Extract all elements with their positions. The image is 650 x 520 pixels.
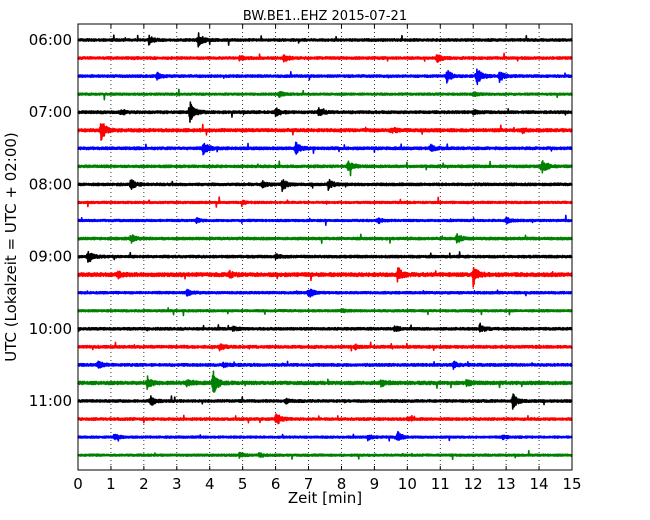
trace-1000	[77, 322, 573, 333]
trace-1130	[77, 430, 573, 442]
y-tick-label: 08:00	[29, 175, 72, 193]
y-tick-label: 06:00	[29, 31, 72, 49]
chart-title: BW.BE1..EHZ 2015-07-21	[243, 9, 407, 24]
trace-0645	[77, 88, 573, 101]
trace-1030	[77, 360, 573, 370]
trace-1015	[77, 341, 573, 352]
x-tick-label: 5	[238, 475, 248, 493]
trace-1045	[77, 370, 573, 393]
plot-frame	[77, 23, 573, 471]
trace-0745	[77, 160, 573, 177]
x-tick-label: 11	[431, 475, 450, 493]
trace-0615	[77, 52, 573, 64]
y-tick-label: 10:00	[29, 320, 72, 338]
trace-0830	[77, 214, 573, 227]
x-tick-label: 14	[530, 475, 549, 493]
trace-1115	[77, 413, 573, 425]
y-tick-label: 07:00	[29, 103, 72, 121]
x-tick-label: 12	[464, 475, 483, 493]
x-tick-label: 4	[205, 475, 215, 493]
x-tick-label: 15	[562, 475, 581, 493]
x-tick-label: 1	[106, 475, 116, 493]
trace-0630	[77, 68, 573, 86]
y-tick-label: 09:00	[29, 248, 72, 266]
trace-1100	[77, 393, 573, 410]
x-tick-label: 3	[172, 475, 182, 493]
x-tick-label: 7	[304, 475, 314, 493]
trace-0715	[77, 123, 573, 141]
x-axis-label: Zeit [min]	[288, 489, 362, 507]
trace-0730	[77, 141, 573, 156]
trace-0800	[77, 178, 573, 192]
trace-0600	[77, 32, 573, 48]
trace-0915	[77, 266, 573, 288]
x-tick-label: 2	[139, 475, 149, 493]
trace-0900	[77, 250, 573, 263]
y-axis-label: UTC (Lokalzeit = UTC + 02:00)	[2, 132, 20, 362]
trace-1145	[77, 449, 573, 461]
trace-0845	[77, 233, 573, 244]
x-tick-label: 10	[398, 475, 417, 493]
x-tick-label: 0	[73, 475, 83, 493]
tick-layer: 0 1 2 3 4 5 6 7 8 9 10 11 12 13 14 1506:0007:0008:0009:…	[29, 24, 582, 493]
x-tick-label: 13	[497, 475, 516, 493]
x-tick-label: 6	[271, 475, 281, 493]
trace-0700	[77, 101, 573, 123]
x-tick-label: 9	[370, 475, 380, 493]
y-tick-label: 11:00	[29, 392, 72, 410]
trace-0930	[77, 288, 573, 298]
trace-0815	[77, 196, 573, 208]
trace-layer	[77, 32, 573, 461]
x-tick-label: 8	[337, 475, 347, 493]
trace-0945	[77, 307, 573, 317]
